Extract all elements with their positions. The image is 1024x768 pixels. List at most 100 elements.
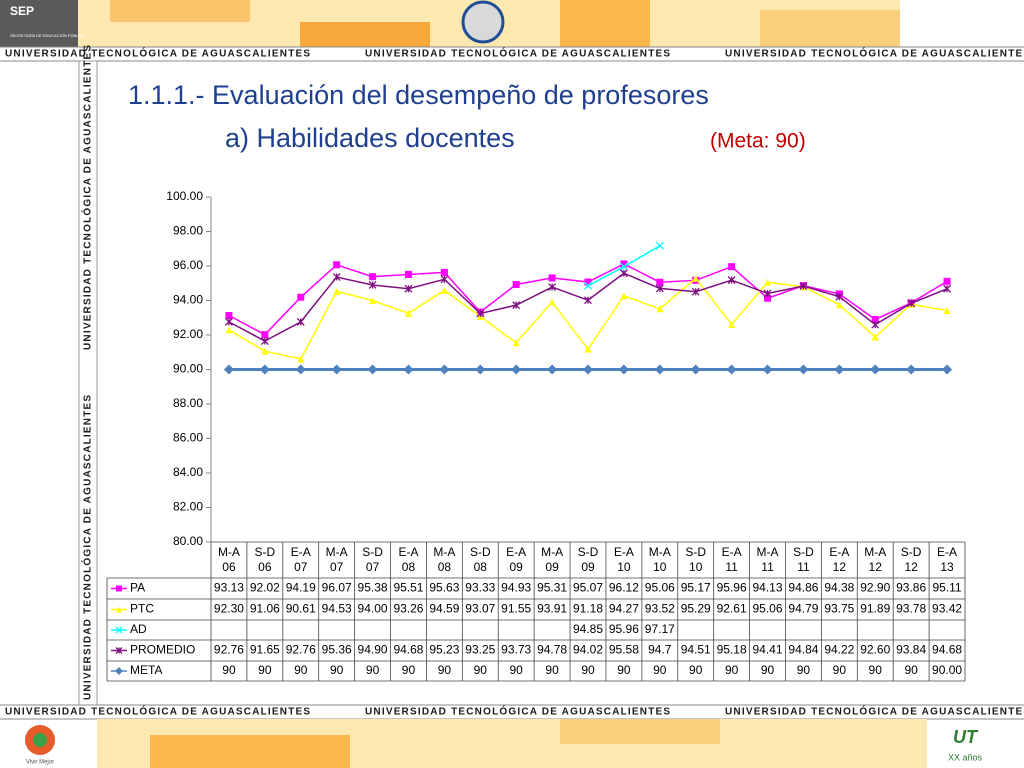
deco-block (110, 0, 250, 22)
table-value: 93.13 (214, 581, 244, 595)
table-value: 94.41 (753, 643, 783, 657)
marker (619, 269, 628, 278)
table-value: 95.63 (429, 581, 459, 595)
table-value: 93.42 (932, 602, 962, 616)
marker (260, 337, 269, 345)
table-value: 94.68 (932, 643, 962, 657)
marker (799, 282, 808, 290)
table-value: 94.86 (788, 581, 818, 595)
sep-caption: SECRETARÍA DE EDUCACIÓN PÚBLICA (10, 33, 85, 38)
marker (870, 364, 881, 375)
marker (871, 333, 879, 341)
table-value: 90 (222, 663, 236, 677)
x-tick-label: E-A 08 (398, 545, 418, 574)
table-value: 95.07 (573, 581, 603, 595)
marker (404, 284, 413, 293)
table-value: 94.53 (322, 602, 352, 616)
banner-top (0, 47, 1024, 61)
marker (440, 268, 448, 276)
banner-bottom (0, 705, 1024, 719)
table-value: 90 (402, 663, 416, 677)
marker (548, 298, 556, 306)
x-tick-label: S-D 12 (901, 545, 922, 574)
marker (333, 261, 341, 269)
x-tick-label: E-A 12 (829, 545, 849, 574)
table-value: 90 (904, 663, 918, 677)
x-tick-label: M-A 11 (757, 545, 779, 574)
chart-subtitle: a) Habilidades docentes (225, 123, 515, 153)
table-value: 93.07 (465, 602, 495, 616)
deco-block (150, 735, 350, 768)
table-value: 90 (366, 663, 380, 677)
table-value: 94.85 (573, 622, 603, 636)
table-value: 94.93 (501, 581, 531, 595)
table-value: 94.79 (788, 602, 818, 616)
university-seal (461, 0, 505, 44)
legend-label: META (130, 663, 162, 677)
table-value: 90 (581, 663, 595, 677)
table-value: 95.36 (322, 643, 352, 657)
marker (655, 284, 664, 293)
vivir-mejor-logo-center (33, 733, 47, 747)
table-value: 90 (617, 663, 631, 677)
marker (762, 364, 773, 375)
y-tick-label: 84.00 (173, 465, 203, 479)
table-value: 92.76 (286, 643, 316, 657)
y-tick-label: 90.00 (173, 362, 203, 376)
marker (656, 278, 664, 286)
slogan: Vivir Mejor (26, 760, 54, 766)
legend-label: PROMEDIO (130, 643, 195, 657)
marker (728, 320, 736, 328)
x-tick-label: M-A 10 (649, 545, 671, 574)
marker (943, 307, 951, 315)
marker (512, 280, 520, 288)
x-tick-label: E-A 09 (506, 545, 526, 574)
marker (584, 278, 592, 286)
marker (620, 260, 628, 268)
table-value: 93.25 (465, 643, 495, 657)
marker (440, 275, 449, 284)
table-value: 95.38 (358, 581, 388, 595)
marker (548, 283, 557, 292)
x-tick-label: S-D 07 (362, 545, 383, 574)
table-value: 93.78 (896, 602, 926, 616)
table-value: 92.30 (214, 602, 244, 616)
marker (690, 364, 701, 375)
x-tick-label: M-A 07 (326, 545, 348, 574)
x-tick-label: S-D 10 (685, 545, 706, 574)
marker (297, 293, 305, 301)
x-tick-label: E-A 13 (937, 545, 957, 574)
marker (331, 364, 342, 375)
table-value: 94.59 (429, 602, 459, 616)
marker (584, 281, 592, 290)
table-value: 90 (294, 663, 308, 677)
banner-text: UNIVERSIDAD TECNOLÓGICA DE AGUASCALIENTE… (81, 44, 94, 350)
deco-block (300, 22, 430, 47)
marker (512, 301, 521, 310)
x-tick-label: S-D 09 (578, 545, 599, 574)
legend-marker (115, 667, 123, 675)
table-value: 92.90 (860, 581, 890, 595)
table-value: 94.13 (753, 581, 783, 595)
marker (584, 296, 592, 305)
marker (404, 270, 412, 278)
table-value: 93.52 (645, 602, 675, 616)
table-value: 93.91 (537, 602, 567, 616)
marker (261, 331, 269, 339)
table-value: 94.78 (537, 643, 567, 657)
marker (512, 339, 520, 347)
y-tick-label: 100.00 (166, 189, 203, 203)
banner-text: UNIVERSIDAD TECNOLÓGICA DE AGUASCALIENTE… (365, 47, 671, 60)
y-tick-label: 92.00 (173, 327, 203, 341)
banner-text: UNIVERSIDAD TECNOLÓGICA DE AGUASCALIENTE… (365, 705, 671, 718)
marker (403, 364, 414, 375)
marker (691, 287, 700, 296)
marker (727, 276, 736, 285)
deco-block (560, 719, 720, 744)
marker (835, 301, 843, 309)
y-tick-label: 88.00 (173, 396, 203, 410)
marker (763, 289, 772, 298)
table-value: 94.68 (393, 643, 423, 657)
banner-text: UNIVERSIDAD TECNOLÓGICA DE AGUASCALIENTE… (5, 705, 311, 718)
